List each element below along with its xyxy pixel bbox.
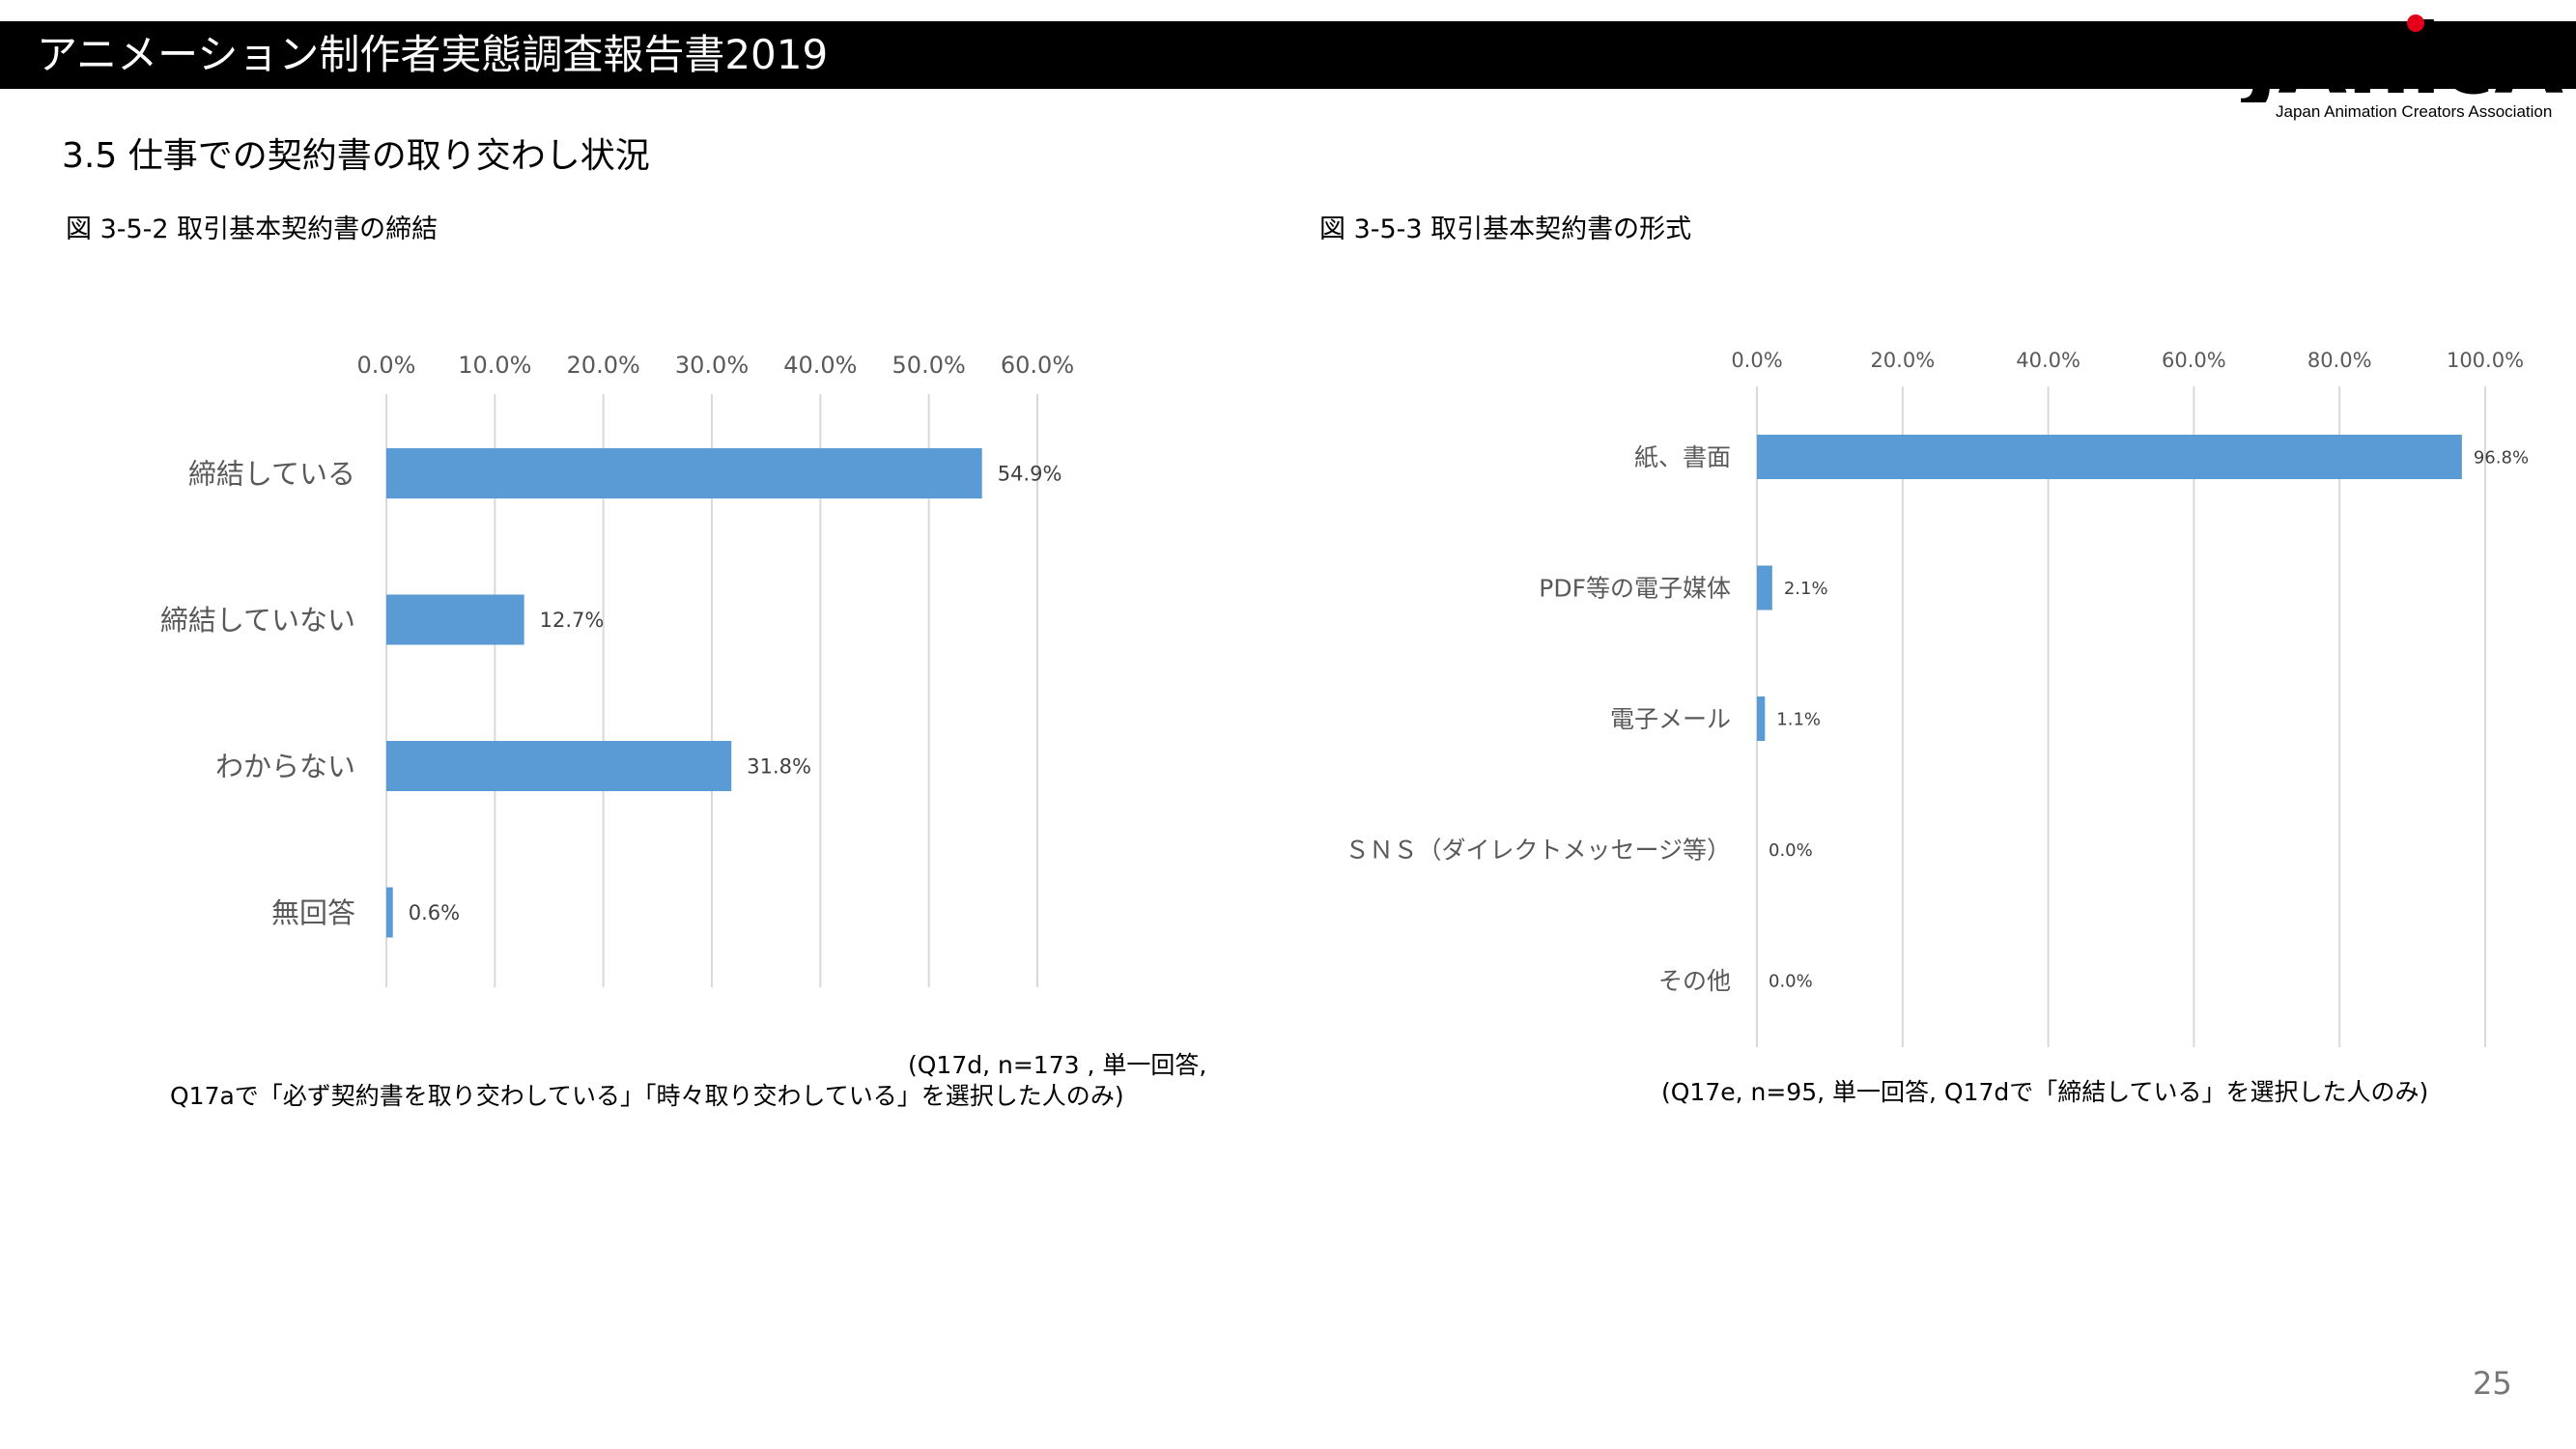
chart1-tick-label: 50.0% — [892, 352, 966, 379]
chart1-bar — [386, 594, 524, 645]
figure-caption-3-5-2: 図 3-5-2 取引基本契約書の締結 — [66, 214, 439, 244]
chart2-value-label: 0.0% — [1769, 840, 1813, 861]
chart2-tick-label: 0.0% — [1731, 349, 1782, 372]
chart2-tick-label: 40.0% — [2016, 349, 2081, 372]
chart1-tick-label: 60.0% — [1001, 352, 1074, 379]
chart1-bar — [386, 887, 393, 938]
chart2-tick-label: 60.0% — [2162, 349, 2226, 372]
chart1-tick-label: 30.0% — [675, 352, 749, 379]
chart2-tick-label: 80.0% — [2307, 349, 2372, 372]
chart2-value-label: 0.0% — [1769, 971, 1813, 991]
chart2-bar — [1757, 696, 1766, 741]
chart1-note-line2: Q17aで「必ず契約書を取り交わしている」「時々取り交わしている」を選択した人の… — [170, 1082, 1124, 1110]
chart2-tick-label: 100.0% — [2447, 349, 2524, 372]
chart2-category-label: 紙、書面 — [1634, 443, 1731, 471]
chart1-value-label: 31.8% — [747, 755, 811, 779]
logo-wordmark-text: JAnicA — [2241, 10, 2563, 102]
logo-subtitle: Japan Animation Creators Association — [2276, 102, 2553, 121]
chart2-category-label: 電子メール — [1610, 705, 1731, 733]
chart2-note: (Q17e, n=95, 単一回答, Q17dで「締結している」を選択した人のみ… — [1661, 1078, 2429, 1106]
figure-caption-3-5-3: 図 3-5-3 取引基本契約書の形式 — [1319, 214, 1692, 244]
chart1-tick-label: 40.0% — [783, 352, 857, 379]
page-number: 25 — [2473, 1365, 2512, 1402]
chart1-tick-label: 20.0% — [567, 352, 640, 379]
header-bar: アニメーション制作者実態調査報告書2019 — [0, 21, 2576, 89]
chart1-tick-label: 0.0% — [357, 352, 416, 379]
logo-wordmark: JAnicA — [2239, 3, 2563, 116]
chart2-value-label: 96.8% — [2474, 447, 2529, 468]
chart-contract-format: 0.0% 20.0% 40.0% 60.0% 80.0% 100.0% 紙、書面 96.8% P… — [1345, 349, 2529, 1047]
chart1-tick-label: 10.0% — [458, 352, 531, 379]
chart1-category-label: 締結している — [188, 457, 355, 490]
logo-dot — [2407, 14, 2424, 32]
chart2-value-label: 1.1% — [1776, 709, 1821, 729]
chart2-bar — [1757, 565, 1772, 611]
chart1-category-label: わからない — [215, 750, 355, 782]
chart1-category-label: 無回答 — [271, 896, 355, 929]
document-title: アニメーション制作者実態調査報告書2019 — [37, 31, 829, 78]
chart-contract-conclusion: 0.0% 10.0% 20.0% 30.0% 40.0% 50.0% 60.0% 締結している… — [160, 352, 1074, 987]
chart2-value-label: 2.1% — [1784, 579, 1828, 599]
chart2-category-label: PDF等の電子媒体 — [1539, 575, 1731, 603]
chart2-category-label: その他 — [1658, 967, 1731, 995]
chart2-category-label: ＳＮＳ（ダイレクトメッセージ等） — [1345, 837, 1731, 865]
chart1-value-label: 12.7% — [540, 609, 605, 632]
chart1-note-line1: (Q17d, n=173 , 単一回答, — [908, 1051, 1207, 1079]
chart2-bar — [1757, 435, 2462, 479]
section-heading: 3.5 仕事での契約書の取り交わし状況 — [62, 136, 650, 176]
chart1-bar — [386, 741, 732, 791]
chart2-tick-label: 20.0% — [1870, 349, 1935, 372]
chart1-bar — [386, 448, 982, 498]
chart1-value-label: 54.9% — [998, 463, 1062, 486]
janica-logo: JAnicA Japan Animation Creators Associat… — [2239, 3, 2569, 126]
chart1-category-label: 締結していない — [160, 604, 355, 637]
chart1-value-label: 0.6% — [409, 901, 460, 924]
